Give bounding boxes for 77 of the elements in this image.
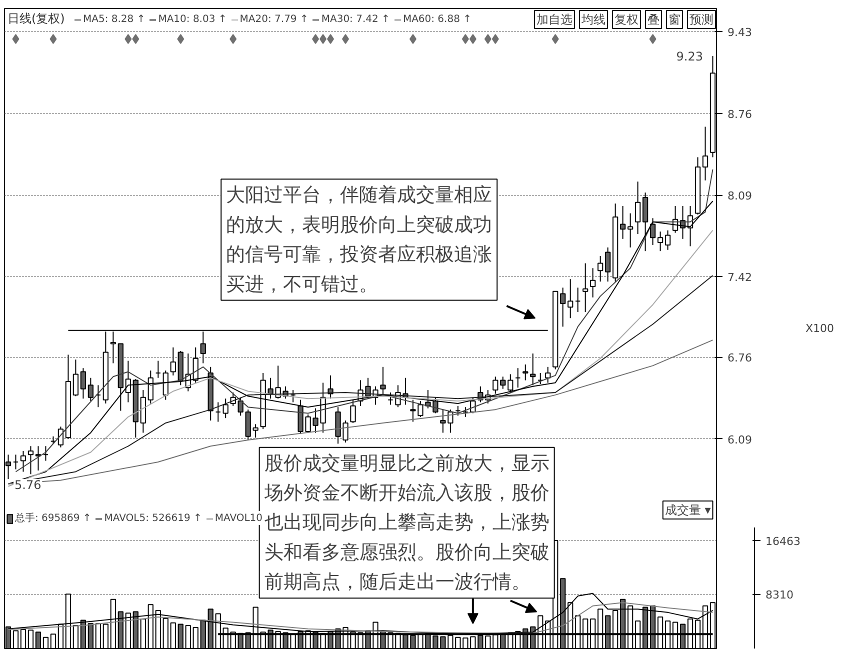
y-tick-label: 8.09	[728, 190, 752, 203]
candlestick	[634, 181, 641, 235]
candlestick	[80, 368, 86, 400]
candlestick	[575, 287, 581, 313]
candlestick	[538, 372, 544, 384]
candlestick	[500, 376, 506, 390]
candlestick	[12, 454, 19, 470]
annotation: 叠	[648, 12, 660, 26]
candlestick	[350, 399, 356, 424]
legend-label: MA30: 7.42 ↑	[321, 14, 390, 25]
candlestick	[148, 370, 154, 404]
legend-label: MA60: 6.88 ↑	[402, 14, 472, 25]
candlestick	[388, 392, 394, 406]
candlestick	[222, 398, 228, 419]
y-tick-label: 6.09	[728, 433, 752, 446]
candlestick	[58, 426, 64, 448]
candlestick	[462, 406, 468, 418]
candlestick	[88, 377, 94, 402]
annotation: 加自选	[536, 12, 572, 26]
candlestick	[20, 450, 26, 472]
annotation: 大阳过平台，伴随着成交量相应的放大，表明股价向上突破成功的信号可靠，投资者应积极追涨买进，不可错过。	[226, 184, 492, 296]
candlestick	[72, 359, 79, 397]
annotation: 窗	[668, 12, 680, 26]
candlestick	[492, 376, 498, 394]
candlestick	[605, 246, 611, 282]
chart-title: 日线(复权)	[8, 12, 65, 26]
legend-label: MA20: 7.79 ↑	[240, 14, 308, 25]
annotation: 股价成交量明显比之前放大，显示场外资金不断开始流入该股，股价也出现同步向上攀高走势，上涨势头和看多意愿强烈。股价向上突破前期高点，随后走出一波行情。	[263, 452, 550, 594]
candlestick	[35, 446, 42, 472]
annotation: 预测	[690, 12, 714, 26]
legend-label: MA5: 8.28 ↑	[83, 14, 146, 25]
y-tick-label: 6.76	[728, 352, 752, 365]
candlestick	[455, 405, 461, 416]
candlestick	[252, 424, 258, 438]
candlestick	[702, 126, 708, 181]
candlestick	[590, 268, 596, 298]
candlestick	[582, 262, 588, 313]
line-series	[8, 602, 714, 634]
candlestick	[155, 360, 161, 378]
y-tick-label: 7.42	[728, 271, 752, 284]
candlestick	[95, 384, 102, 408]
legend-label: MAVOL5: 526619 ↑	[104, 512, 202, 524]
candlestick	[170, 346, 176, 376]
legend-label: 总手: 695869 ↑	[15, 512, 92, 525]
annotation: 成交量 ▾	[664, 502, 711, 517]
candlestick	[290, 390, 296, 403]
candlestick	[28, 446, 34, 475]
candlestick	[620, 205, 626, 240]
legend-label: MA10: 8.03 ↑	[158, 14, 227, 25]
candlestick	[215, 402, 221, 422]
candlestick	[545, 366, 551, 384]
candlestick	[530, 352, 536, 386]
annotation: 9.23	[676, 50, 704, 64]
candlestick	[125, 360, 131, 403]
candlestick	[508, 374, 514, 393]
candlestick	[238, 396, 244, 416]
y-tick-label: 9.43	[728, 26, 752, 40]
legend-label: MAVOL10	[214, 512, 263, 524]
candlestick	[522, 364, 528, 381]
annotation: 复权	[614, 12, 638, 26]
y2-tick-label: 16463	[766, 535, 800, 548]
candlestick	[627, 212, 634, 248]
candlestick	[42, 446, 49, 462]
candlestick	[650, 218, 656, 246]
candlestick	[560, 287, 566, 328]
candlestick	[380, 366, 386, 396]
y2-axis-title: X100	[805, 322, 834, 335]
candlestick	[568, 278, 574, 319]
candlestick	[598, 255, 604, 282]
candlestick	[664, 230, 671, 250]
candlestick	[162, 370, 168, 400]
y-tick-label: 8.76	[728, 108, 752, 121]
candlestick	[657, 231, 664, 252]
y2-tick-label: 8310	[766, 588, 794, 602]
candlestick	[515, 368, 521, 388]
annotation: 均线	[580, 12, 606, 26]
annotation: 5.76	[14, 478, 42, 492]
